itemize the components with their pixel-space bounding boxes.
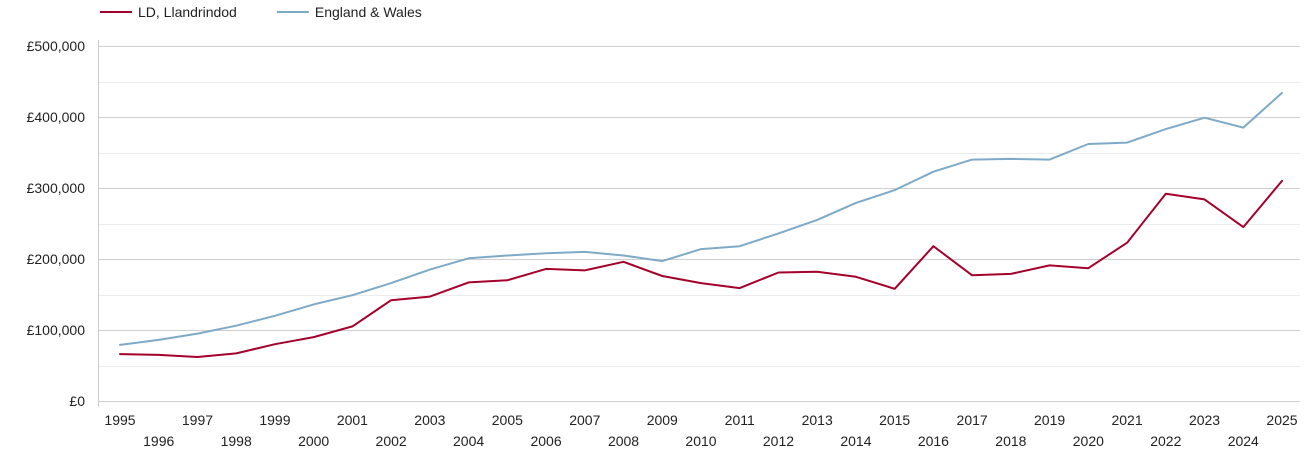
x-tick-label: 2007 <box>569 412 600 428</box>
x-tick-label: 2017 <box>957 412 988 428</box>
x-tick-label: 1996 <box>143 433 174 449</box>
series-line-england-wales <box>119 91 1283 346</box>
x-tick-label: 2000 <box>298 433 329 449</box>
x-tick-label: 1995 <box>104 412 135 428</box>
x-tick-label: 2001 <box>337 412 368 428</box>
x-tick-label: 2003 <box>414 412 445 428</box>
x-tick-label: 2006 <box>530 433 561 449</box>
x-tick-label: 2012 <box>763 433 794 449</box>
x-axis: 1995 1996 1997 1998 1999 2000 2001 2002 2003 2004… <box>104 412 1297 449</box>
y-tick-label: £200,000 <box>27 251 86 267</box>
x-tick-label: 2020 <box>1073 433 1104 449</box>
legend-label-england-wales: England & Wales <box>315 4 422 20</box>
x-tick-label: 2021 <box>1111 412 1142 428</box>
y-tick-label: £0 <box>69 393 85 409</box>
x-tick-label: 2009 <box>647 412 678 428</box>
x-tick-label: 2023 <box>1189 412 1220 428</box>
x-tick-label: 2025 <box>1266 412 1297 428</box>
y-tick-label: £300,000 <box>27 180 86 196</box>
y-axis: £0 £100,000 £200,000 £300,000 £400,000 £500,0… <box>27 38 99 409</box>
y-tick-label: £100,000 <box>27 322 86 338</box>
x-tick-label: 2018 <box>995 433 1026 449</box>
x-tick-label: 2016 <box>918 433 949 449</box>
x-tick-label: 2013 <box>802 412 833 428</box>
x-tick-label: 2022 <box>1150 433 1181 449</box>
legend-label-ld-llandrindod: LD, Llandrindod <box>138 4 237 20</box>
x-tick-label: 2011 <box>725 412 755 428</box>
x-tick-label: 2010 <box>685 433 716 449</box>
series-line-ld-llandrindod <box>119 179 1283 358</box>
gridlines <box>98 46 1300 402</box>
x-tick-label: 2015 <box>879 412 910 428</box>
x-tick-label: 2005 <box>492 412 523 428</box>
y-tick-label: £500,000 <box>27 38 86 54</box>
legend: LD, Llandrindod England & Wales <box>100 4 422 20</box>
x-tick-label: 2024 <box>1228 433 1259 449</box>
x-tick-label: 2008 <box>608 433 639 449</box>
x-tick-label: 2002 <box>376 433 407 449</box>
y-tick-label: £400,000 <box>27 109 86 125</box>
series-layer <box>119 91 1283 358</box>
x-tick-label: 2014 <box>840 433 871 449</box>
x-tick-label: 1999 <box>259 412 290 428</box>
x-tick-label: 1998 <box>221 433 252 449</box>
x-tick-label: 1997 <box>182 412 213 428</box>
x-tick-label: 2004 <box>453 433 484 449</box>
x-tick-label: 2019 <box>1034 412 1065 428</box>
